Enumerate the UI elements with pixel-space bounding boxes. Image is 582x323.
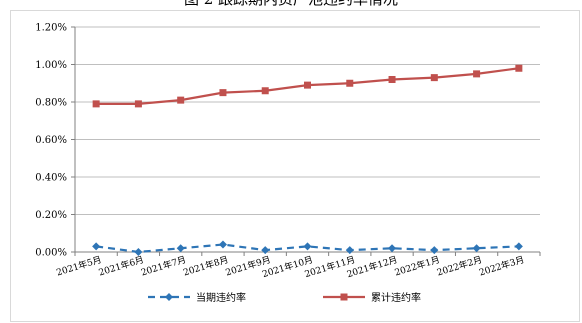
legend-label: 累计违约率: [371, 291, 421, 304]
x-tick-label: 2021年7月: [139, 253, 187, 278]
series-layer: [92, 64, 523, 256]
chart-title: 图 2 跟踪期内资产池违约率情况: [0, 0, 582, 8]
x-tick-label: 2021年8月: [182, 253, 230, 278]
legend: 当期违约率 累计违约率: [148, 291, 421, 304]
data-point-diamond: [388, 244, 397, 253]
data-point-square: [219, 89, 227, 97]
data-point-square: [430, 74, 438, 82]
data-point-square: [177, 96, 185, 104]
data-point-square: [261, 87, 269, 95]
x-axis: 2021年5月2021年6月2021年7月2021年8月2021年9月2021年…: [55, 251, 541, 280]
data-point-square: [388, 76, 396, 83]
x-tick-label: 2022年2月: [435, 253, 483, 278]
data-point-diamond: [92, 242, 101, 251]
x-tick-label: 2021年6月: [97, 253, 145, 278]
data-point-square: [515, 64, 523, 72]
data-point-square: [473, 70, 481, 78]
y-tick-label: 0.60%: [35, 135, 67, 146]
legend-marker-diamond: [165, 293, 173, 301]
data-point-square: [134, 100, 142, 108]
y-tick-label: 0.20%: [35, 210, 67, 221]
data-point-diamond: [345, 246, 354, 255]
series-line-1: [95, 243, 519, 254]
y-tick-label: 0.40%: [35, 173, 67, 184]
y-axis: 0.00% 0.20% 0.40% 0.60% 0.80% 1.00% 1.20%: [35, 23, 76, 259]
x-tick-label: 2022年1月: [393, 253, 441, 278]
data-point-diamond: [176, 244, 185, 253]
data-point-diamond: [514, 242, 523, 251]
y-tick-label: 0.80%: [35, 98, 67, 109]
chart-frame: [10, 10, 580, 322]
y-tick-label: 1.20%: [35, 23, 67, 34]
data-point-square: [346, 79, 354, 87]
legend-marker-square: [340, 293, 348, 301]
data-point-diamond: [218, 240, 227, 249]
data-point-diamond: [134, 248, 143, 256]
data-point-square: [92, 100, 100, 108]
gridlines: [75, 26, 540, 253]
data-point-diamond: [430, 246, 439, 255]
x-tick-label: 2022年3月: [478, 253, 526, 278]
y-tick-label: 1.00%: [35, 60, 67, 71]
data-point-diamond: [472, 244, 481, 253]
data-point-square: [304, 81, 311, 89]
data-point-diamond: [303, 242, 312, 251]
y-tick-label: 0.00%: [35, 248, 67, 259]
legend-label: 当期违约率: [196, 291, 246, 304]
data-point-diamond: [261, 246, 270, 255]
